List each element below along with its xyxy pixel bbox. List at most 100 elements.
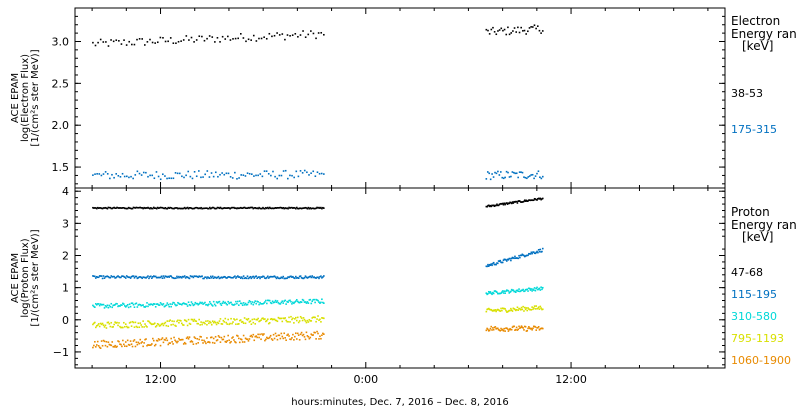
data-point-38-53	[536, 25, 539, 27]
data-point-47-68	[132, 206, 135, 209]
data-point-175-315	[520, 171, 522, 173]
data-point-175-315	[172, 177, 175, 180]
y-tick-label: 3	[62, 217, 69, 230]
data-point-795-1193	[265, 320, 267, 323]
data-point-310-580	[531, 290, 533, 292]
data-point-795-1193	[195, 320, 198, 323]
data-point-310-580	[118, 304, 120, 307]
data-point-310-580	[248, 299, 251, 302]
data-point-795-1193	[238, 323, 240, 325]
data-point-1060-1900	[540, 327, 542, 330]
data-point-38-53	[503, 28, 506, 31]
data-point-115-195	[248, 276, 251, 279]
data-point-175-315	[306, 171, 308, 174]
data-point-1060-1900	[230, 340, 232, 343]
data-point-115-195	[273, 275, 276, 278]
data-point-47-68	[520, 201, 523, 203]
data-point-175-315	[236, 178, 238, 180]
data-point-47-68	[273, 207, 276, 210]
data-point-47-68	[263, 207, 265, 210]
data-point-115-195	[321, 277, 323, 279]
data-point-175-315	[492, 176, 495, 178]
data-point-115-195	[541, 250, 543, 253]
data-point-47-68	[227, 207, 229, 209]
data-point-175-315	[533, 177, 535, 180]
data-point-115-195	[180, 276, 183, 279]
data-point-47-68	[100, 207, 103, 210]
data-point-1060-1900	[246, 338, 249, 341]
data-point-310-580	[246, 303, 249, 306]
data-point-795-1193	[186, 324, 189, 327]
data-point-38-53	[493, 31, 496, 33]
data-point-310-580	[228, 302, 230, 305]
data-point-47-68	[528, 199, 531, 201]
data-point-1060-1900	[264, 339, 266, 342]
data-point-115-195	[217, 275, 220, 278]
data-point-795-1193	[222, 319, 225, 322]
data-point-795-1193	[278, 317, 281, 320]
data-point-38-53	[487, 29, 489, 32]
data-point-115-195	[496, 262, 499, 265]
data-point-175-315	[513, 171, 515, 174]
data-point-310-580	[262, 303, 264, 305]
data-point-310-580	[538, 287, 541, 290]
data-point-310-580	[199, 301, 201, 304]
data-point-1060-1900	[201, 339, 203, 342]
data-point-1060-1900	[530, 327, 533, 330]
data-point-47-68	[318, 206, 320, 209]
data-point-175-315	[261, 175, 264, 178]
data-point-115-195	[500, 261, 502, 264]
data-point-47-68	[154, 207, 157, 209]
data-point-38-53	[541, 30, 544, 32]
data-point-1060-1900	[488, 329, 491, 332]
data-point-795-1193	[215, 323, 218, 326]
data-point-175-315	[267, 173, 270, 175]
data-point-795-1193	[114, 321, 116, 323]
data-point-115-195	[486, 265, 488, 268]
data-point-38-53	[112, 40, 115, 43]
data-point-1060-1900	[231, 337, 233, 339]
data-point-310-580	[173, 302, 175, 304]
data-point-1060-1900	[267, 337, 270, 340]
data-point-795-1193	[276, 320, 279, 323]
data-point-115-195	[322, 276, 324, 278]
data-point-115-195	[203, 277, 205, 280]
data-point-47-68	[522, 201, 524, 203]
data-point-47-68	[156, 206, 159, 209]
data-point-310-580	[184, 303, 187, 305]
data-point-310-580	[157, 304, 160, 306]
data-point-1060-1900	[175, 340, 177, 343]
data-point-310-580	[490, 292, 493, 295]
data-point-175-315	[145, 171, 147, 174]
data-point-38-53	[167, 40, 169, 43]
data-point-310-580	[103, 307, 106, 309]
data-point-47-68	[252, 207, 255, 210]
data-point-1060-1900	[157, 338, 160, 340]
data-point-47-68	[159, 206, 162, 209]
data-point-115-195	[158, 276, 161, 279]
data-point-310-580	[485, 292, 488, 294]
data-point-795-1193	[516, 306, 519, 309]
data-point-47-68	[118, 207, 120, 209]
data-point-1060-1900	[286, 334, 288, 337]
data-point-115-195	[507, 259, 510, 261]
data-point-310-580	[527, 290, 529, 292]
data-point-310-580	[261, 302, 263, 305]
data-point-795-1193	[246, 319, 249, 321]
data-point-115-195	[209, 275, 212, 278]
data-point-1060-1900	[183, 341, 186, 344]
data-point-795-1193	[234, 319, 236, 321]
data-point-310-580	[511, 289, 514, 292]
data-point-1060-1900	[519, 326, 522, 329]
data-point-38-53	[105, 41, 107, 43]
data-point-1060-1900	[498, 329, 501, 332]
data-point-310-580	[141, 304, 143, 307]
data-point-795-1193	[502, 307, 505, 310]
data-point-795-1193	[218, 320, 221, 322]
data-point-310-580	[526, 288, 529, 291]
data-point-310-580	[169, 303, 172, 305]
data-point-175-315	[541, 175, 544, 178]
data-point-795-1193	[247, 317, 250, 320]
data-point-115-195	[183, 275, 186, 277]
data-point-1060-1900	[307, 335, 310, 338]
